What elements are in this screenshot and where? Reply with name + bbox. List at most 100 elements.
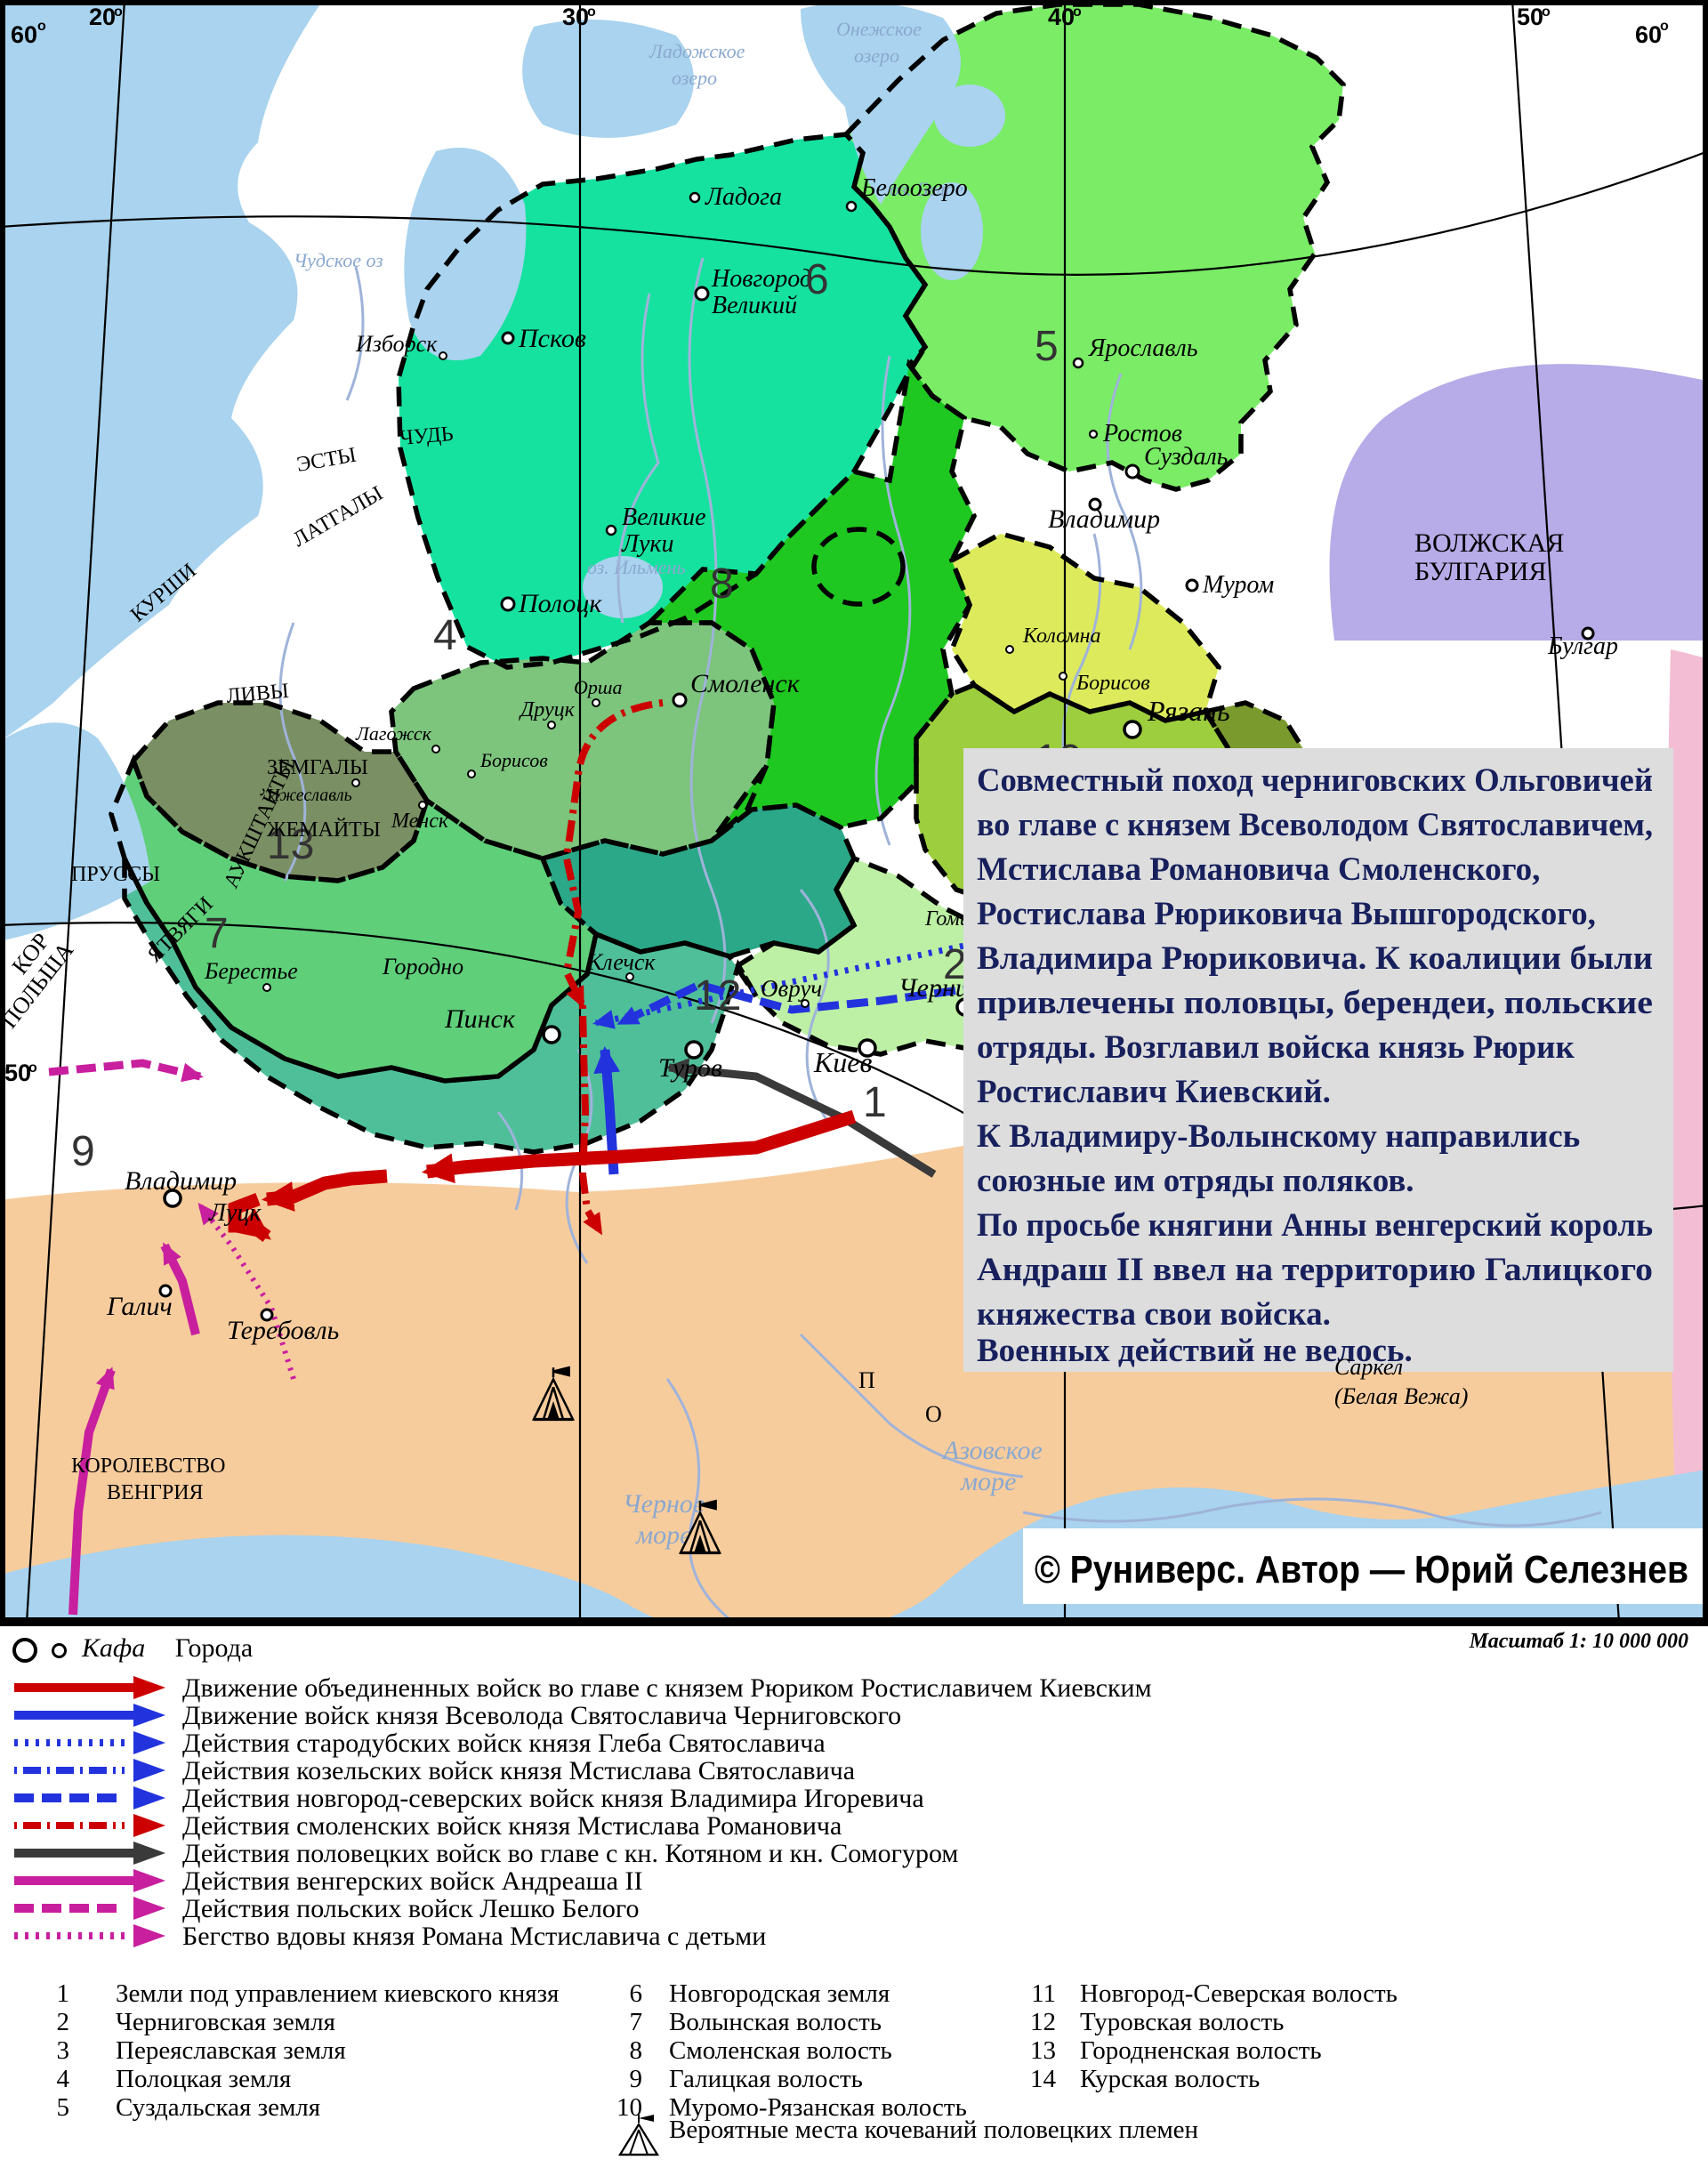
svg-text:Изборск: Изборск [355,331,438,357]
svg-text:Берестье: Берестье [204,958,298,984]
svg-text:Владимира Рюриковича. К коалиц: Владимира Рюриковича. К коалиции были [977,940,1653,977]
svg-text:отряды. Возглавил войска князь: отряды. Возглавил войска князь Рюрик [977,1029,1575,1066]
svg-text:Туров: Туров [658,1053,722,1083]
svg-text:Великий: Великий [712,292,797,319]
svg-text:50: 50 [4,1060,31,1086]
svg-text:o: o [1542,4,1551,20]
svg-text:Мстислава Романовича Смоленско: Мстислава Романовича Смоленского, [977,851,1540,888]
svg-text:Луцк: Луцк [208,1199,262,1227]
svg-text:П: П [858,1367,875,1393]
svg-text:Пинск: Пинск [444,1004,516,1034]
svg-text:8: 8 [710,560,734,608]
svg-text:Действия польских войск Лешко: Действия польских войск Лешко Белого [182,1894,640,1923]
svg-text:Новгород: Новгород [711,265,812,293]
svg-text:o: o [1660,19,1669,34]
svg-text:Азовское: Азовское [941,1436,1043,1465]
svg-text:Совместный поход черниговских: Совместный поход черниговских Ольговичей [977,762,1653,799]
svg-text:o: o [587,4,596,20]
svg-text:Движение войск князя Всеволода: Движение войск князя Всеволода Святослав… [182,1701,901,1730]
svg-text:Действия стародубских войск к: Действия стародубских войск князя Глеба … [182,1729,826,1758]
svg-text:Менск: Менск [391,810,449,833]
svg-text:союзные им отряды поляков.: союзные им отряды поляков. [977,1163,1414,1199]
svg-text:o: o [114,4,123,20]
svg-text:Ростислава Рюриковича Вышгород: Ростислава Рюриковича Вышгородского, [977,896,1596,932]
svg-text:ВОЛЖСКАЯ: ВОЛЖСКАЯ [1414,528,1564,558]
svg-text:К Владимиру-Волынскому направи: К Владимиру-Волынскому направились [977,1118,1580,1155]
svg-text:море: море [960,1467,1016,1496]
svg-text:Действия венгерских войск Анд: Действия венгерских войск Андреаша II [182,1866,642,1896]
svg-text:Ярославль: Ярославль [1088,334,1198,362]
svg-text:Онежское: Онежское [836,18,922,40]
svg-text:Теребовль: Теребовль [227,1316,339,1345]
svg-text:Суздаль: Суздаль [1144,443,1228,471]
svg-text:Владимир: Владимир [125,1166,237,1196]
svg-text:оз. Ильмень: оз. Ильмень [587,556,686,578]
svg-text:Ладога: Ладога [705,183,782,211]
svg-text:ПРУССЫ: ПРУССЫ [71,863,160,886]
svg-text:Движение объединенных войск во: Движение объединенных войск во главе с к… [182,1673,1152,1703]
svg-text:Коломна: Коломна [1022,625,1101,648]
svg-text:ЧУДЬ: ЧУДЬ [399,423,454,450]
svg-text:озеро: озеро [672,67,717,89]
svg-text:Смоленск: Смоленск [690,669,801,698]
svg-text:Клечск: Клечск [586,949,656,975]
svg-text:Лагожск: Лагожск [355,722,432,745]
svg-text:(Белая Вежа): (Белая Вежа) [1334,1383,1468,1409]
svg-text:Киев: Киев [813,1046,872,1078]
svg-text:12: 12 [694,972,741,1020]
svg-text:Полоцк: Полоцк [518,589,602,618]
svg-text:2: 2 [943,941,967,988]
svg-text:КОРОЛЕВСТВО: КОРОЛЕВСТВО [71,1455,225,1478]
svg-text:4: 4 [433,612,457,659]
svg-text:6: 6 [805,256,829,303]
svg-text:Городно: Городно [382,954,463,979]
svg-text:Бегство вдовы князя Романа Мст: Бегство вдовы князя Романа Мстиславича с… [182,1922,766,1951]
svg-text:Муром: Муром [1202,571,1274,599]
svg-text:o: o [28,1060,37,1076]
svg-text:60: 60 [11,21,37,48]
svg-text:Булгар: Булгар [1547,633,1618,660]
svg-text:Псков: Псков [518,324,586,353]
svg-text:o: o [37,19,46,34]
svg-text:1: 1 [863,1079,887,1126]
svg-text:озеро: озеро [854,44,899,67]
svg-text:40: 40 [1048,4,1075,30]
svg-text:Владимир: Владимир [1048,504,1160,534]
svg-text:Ростиславич Киевский.: Ростиславич Киевский. [977,1074,1331,1110]
svg-text:5: 5 [1035,323,1059,370]
svg-text:9: 9 [71,1128,95,1175]
svg-text:БУЛГАРИЯ: БУЛГАРИЯ [1414,557,1546,586]
svg-text:ЖЕМАЙТЫ: ЖЕМАЙТЫ [267,818,381,842]
svg-text:Галич: Галич [106,1292,173,1321]
svg-text:Луки: Луки [621,530,674,558]
svg-text:привлечены половцы, берендеи,: привлечены половцы, берендеи, польские [977,985,1653,1021]
svg-text:o: o [1073,4,1082,20]
svg-text:Борисов: Борисов [1076,672,1150,695]
svg-text:По просьбе княгини Анны венгер: По просьбе княгини Анны венгерский корол… [977,1207,1653,1244]
svg-text:Рязань: Рязань [1147,695,1230,727]
svg-text:30: 30 [562,4,589,30]
svg-text:Друцк: Друцк [519,698,576,721]
svg-text:Ладожское: Ладожское [649,40,745,62]
svg-text:© Руниверс. Автор — Юрий Селез: © Руниверс. Автор — Юрий Селезнев [1035,1548,1688,1592]
svg-text:Орша: Орша [574,676,623,698]
svg-text:во главе с князем Всеволодом С: во главе с князем Всеволодом Святославич… [977,807,1653,843]
svg-text:Действия смоленских войск кня: Действия смоленских войск князя Мстислав… [182,1811,842,1841]
svg-text:О: О [925,1401,942,1427]
svg-text:Белоозеро: Белоозеро [860,174,968,202]
svg-text:50: 50 [1517,4,1543,30]
svg-text:20: 20 [89,4,116,30]
svg-text:княжества свои войска.: княжества свои войска. [977,1296,1331,1333]
svg-text:Действия половецких войск во: Действия половецких войск во главе с кн.… [182,1839,958,1868]
svg-text:Великие: Великие [622,504,706,531]
svg-text:Овруч: Овруч [761,975,822,1002]
svg-text:Андраш II ввел на территорию Г: Андраш II ввел на территорию Галицкого [977,1252,1653,1288]
svg-text:Черное: Черное [623,1489,705,1519]
svg-text:Действия новгород-северских во: Действия новгород-северских войск князя … [182,1784,924,1813]
svg-text:60: 60 [1635,21,1662,48]
svg-text:Борисов: Борисов [479,749,548,771]
svg-text:Действия козельских войск княз: Действия козельских войск князя Мстислав… [182,1756,855,1785]
svg-text:Чудское оз: Чудское оз [294,249,383,271]
svg-text:Сaркел: Сaркел [1334,1354,1403,1380]
svg-text:ВЕНГРИЯ: ВЕНГРИЯ [107,1481,204,1504]
